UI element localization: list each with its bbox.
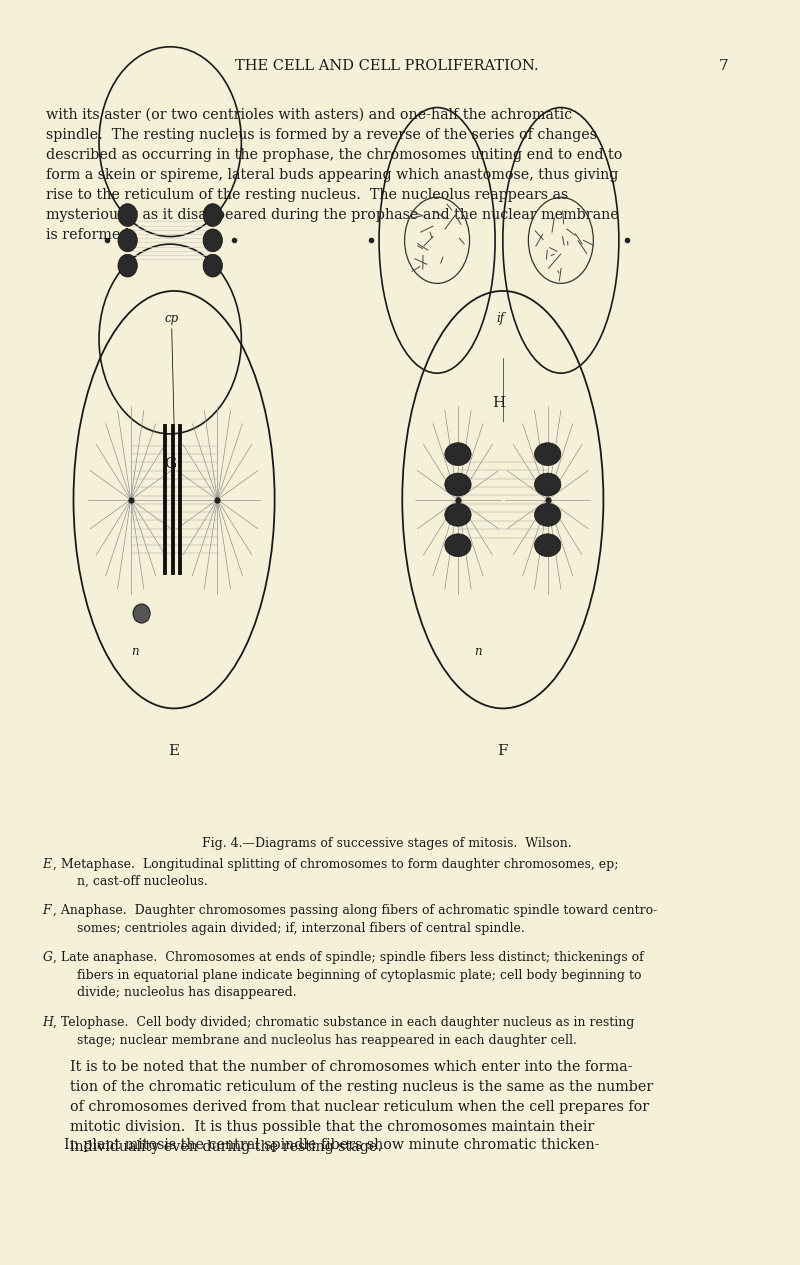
- Text: F: F: [42, 904, 51, 917]
- Text: H: H: [42, 1017, 54, 1030]
- Text: E: E: [42, 858, 52, 870]
- Ellipse shape: [203, 229, 222, 252]
- Text: with its aster (or two centrioles with asters) and one-half the achromatic
spind: with its aster (or two centrioles with a…: [46, 108, 622, 242]
- Ellipse shape: [534, 503, 561, 526]
- Text: 7: 7: [718, 58, 728, 73]
- Text: , Metaphase.  Longitudinal splitting of chromosomes to form daughter chromosomes: , Metaphase. Longitudinal splitting of c…: [53, 858, 618, 888]
- Ellipse shape: [133, 605, 150, 622]
- Text: n: n: [131, 645, 139, 658]
- Text: In plant mitosis the central spindle fibers show minute chromatic thicken-: In plant mitosis the central spindle fib…: [46, 1138, 600, 1152]
- Text: G: G: [164, 457, 176, 471]
- Ellipse shape: [118, 229, 138, 252]
- Text: Fig. 4.—Diagrams of successive stages of mitosis.  Wilson.: Fig. 4.—Diagrams of successive stages of…: [202, 837, 572, 850]
- Text: H: H: [492, 396, 506, 410]
- Ellipse shape: [445, 503, 471, 526]
- Ellipse shape: [203, 204, 222, 226]
- Ellipse shape: [203, 254, 222, 277]
- Ellipse shape: [445, 534, 471, 557]
- Text: THE CELL AND CELL PROLIFERATION.: THE CELL AND CELL PROLIFERATION.: [235, 58, 538, 73]
- Text: It is to be noted that the number of chromosomes which enter into the forma-
tio: It is to be noted that the number of chr…: [70, 1060, 653, 1154]
- Text: if: if: [497, 312, 505, 325]
- Text: F: F: [498, 744, 508, 758]
- Ellipse shape: [534, 443, 561, 466]
- Text: cp: cp: [165, 312, 178, 325]
- Ellipse shape: [118, 204, 138, 226]
- Ellipse shape: [445, 443, 471, 466]
- Ellipse shape: [118, 254, 138, 277]
- Text: E: E: [169, 744, 180, 758]
- Text: , Late anaphase.  Chromosomes at ends of spindle; spindle fibers less distinct; : , Late anaphase. Chromosomes at ends of …: [53, 951, 643, 999]
- Text: , Anaphase.  Daughter chromosomes passing along fibers of achromatic spindle tow: , Anaphase. Daughter chromosomes passing…: [53, 904, 657, 935]
- Text: n: n: [474, 645, 482, 658]
- Text: , Telophase.  Cell body divided; chromatic substance in each daughter nucleus as: , Telophase. Cell body divided; chromati…: [53, 1017, 634, 1047]
- Ellipse shape: [445, 473, 471, 496]
- Ellipse shape: [534, 534, 561, 557]
- Ellipse shape: [534, 473, 561, 496]
- Text: G: G: [42, 951, 53, 964]
